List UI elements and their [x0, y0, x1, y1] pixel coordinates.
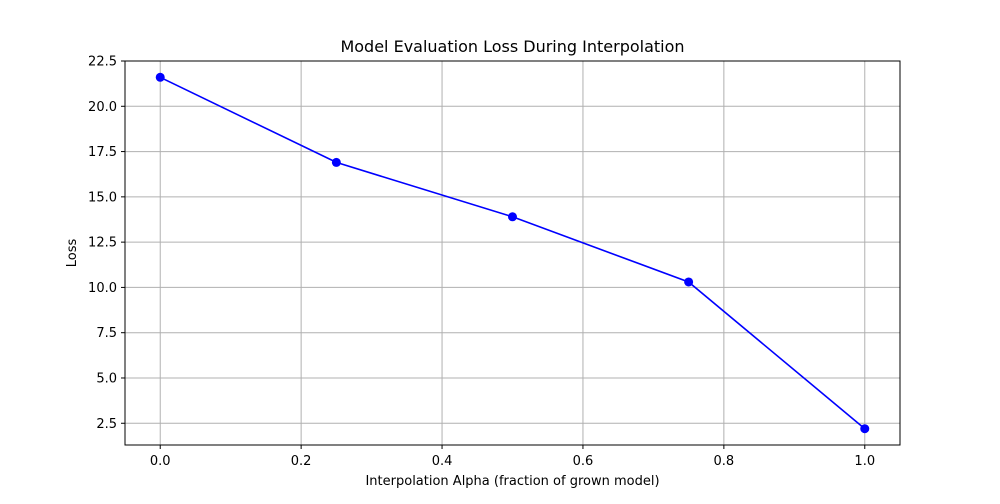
y-tick-label: 20.0 [88, 100, 117, 115]
y-tick-label: 17.5 [88, 145, 117, 160]
series-layer [155, 72, 870, 434]
x-tick-label: 0.0 [150, 454, 171, 469]
x-tick-label: 0.8 [714, 454, 735, 469]
y-tick-label: 22.5 [88, 55, 117, 70]
x-tick-label: 0.2 [291, 454, 312, 469]
data-point [508, 212, 517, 222]
y-tick-label: 10.0 [88, 281, 117, 296]
tick-layer: 0.0 0.2 0.4 0.6 0.8 1.0 2.5 5.0 7.5 10.0 12.5 15.0 1… [88, 55, 875, 470]
x-tick-label: 1.0 [854, 454, 875, 469]
x-axis-label: Interpolation Alpha (fraction of grown m… [365, 474, 659, 489]
x-tick-label: 0.4 [432, 454, 453, 469]
y-tick-label: 2.5 [96, 417, 117, 432]
y-tick-label: 15.0 [88, 190, 117, 205]
data-point [331, 157, 341, 167]
grid-layer [125, 60, 900, 445]
plot-frame [124, 60, 901, 446]
data-point [155, 72, 165, 82]
chart-title: Model Evaluation Loss During Interpolati… [340, 37, 684, 56]
x-tick-label: 0.6 [573, 454, 594, 469]
data-point [684, 277, 694, 287]
y-tick-label: 5.0 [96, 371, 117, 386]
data-point [860, 424, 870, 434]
y-axis-label: Loss [65, 239, 80, 268]
y-tick-label: 7.5 [96, 326, 117, 341]
y-tick-label: 12.5 [88, 236, 117, 251]
